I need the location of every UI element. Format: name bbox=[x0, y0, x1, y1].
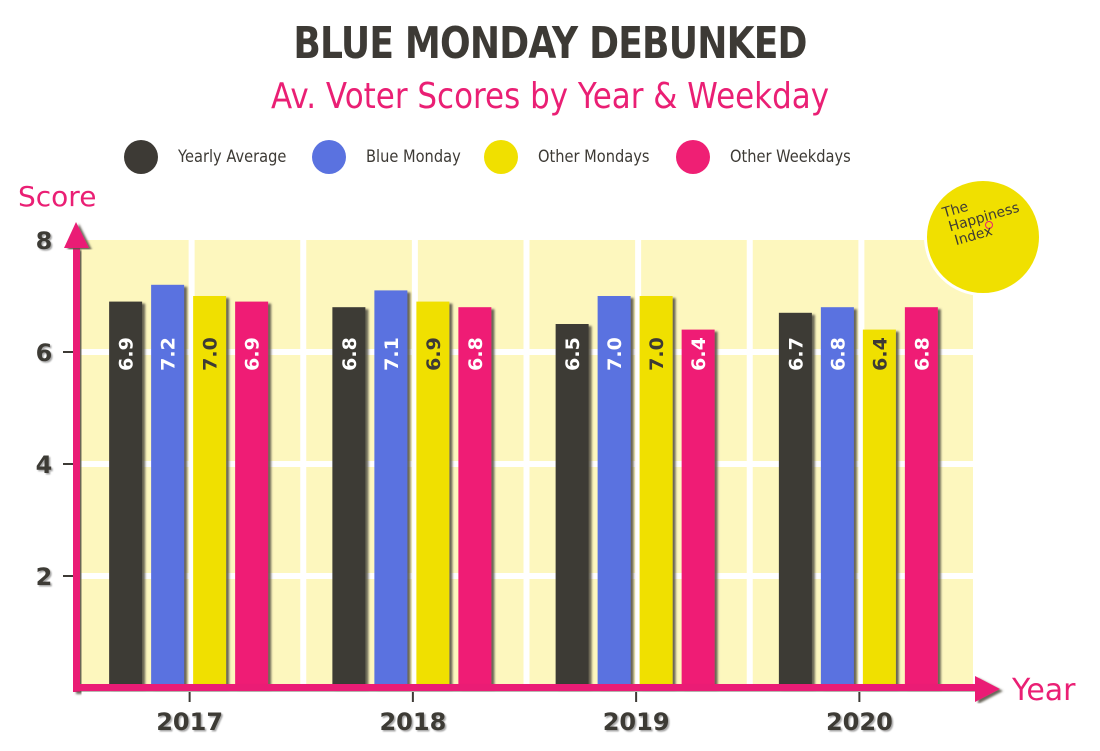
y-tick-label: 4 bbox=[36, 451, 53, 479]
data-label: 6.5 bbox=[562, 337, 584, 371]
bar-other-weekdays-2017 bbox=[235, 301, 269, 688]
x-axis-line bbox=[73, 684, 978, 691]
data-label: 7.1 bbox=[381, 337, 403, 371]
bar-blue-monday-2019 bbox=[597, 296, 631, 688]
y-tick-label: 8 bbox=[36, 227, 53, 255]
x-tick-label: 2019 bbox=[603, 708, 670, 736]
gridline-vertical bbox=[300, 240, 307, 688]
bar-other-weekdays-2019 bbox=[681, 329, 715, 688]
data-label: 6.8 bbox=[911, 337, 933, 371]
logo-dot-icon bbox=[985, 221, 993, 229]
bar-other-mondays-2020 bbox=[862, 329, 896, 688]
bar-yearly-average-2020 bbox=[778, 312, 812, 688]
x-axis-label: Year bbox=[1011, 673, 1076, 708]
x-axis-arrow-icon bbox=[975, 676, 1000, 702]
y-axis-label: Score bbox=[18, 180, 96, 213]
bar-other-weekdays-2018 bbox=[458, 307, 492, 688]
data-label: 7.2 bbox=[158, 337, 180, 371]
happiness-index-logo: The Happiness Index bbox=[924, 178, 1042, 296]
axes bbox=[64, 222, 1000, 702]
bar-yearly-average-2017 bbox=[109, 301, 143, 688]
legend-swatch bbox=[312, 140, 346, 174]
bar-yearly-average-2018 bbox=[332, 307, 366, 688]
gridline-vertical bbox=[188, 240, 195, 688]
legend-swatch bbox=[675, 140, 710, 174]
chart-subtitle: Av. Voter Scores by Year & Weekday bbox=[270, 76, 830, 117]
x-tick-label: 2018 bbox=[379, 708, 446, 736]
data-label: 6.8 bbox=[339, 337, 361, 371]
legend: Yearly Average Blue Monday Other Mondays… bbox=[124, 137, 892, 177]
legend-item-other-weekdays: Other Weekdays bbox=[675, 140, 870, 174]
logo-text: The Happiness Index bbox=[941, 186, 1025, 250]
y-ticks: 2 4 6 8 bbox=[36, 227, 73, 591]
y-tick-label: 6 bbox=[36, 339, 53, 367]
bar-other-mondays-2017 bbox=[193, 296, 227, 688]
data-label: 6.7 bbox=[785, 337, 807, 371]
y-tick-label: 2 bbox=[36, 563, 53, 591]
x-tick-label: 2017 bbox=[156, 708, 223, 736]
legend-item-blue-monday: Blue Monday bbox=[312, 140, 476, 174]
bar-yearly-average-2019 bbox=[555, 324, 589, 688]
gridline-vertical bbox=[523, 240, 530, 688]
legend-item-yearly-average: Yearly Average bbox=[124, 140, 304, 174]
y-axis-arrow-icon bbox=[64, 222, 89, 248]
gridline-vertical bbox=[858, 240, 865, 688]
legend-label: Other Mondays bbox=[538, 147, 650, 167]
bar-other-mondays-2018 bbox=[416, 301, 450, 688]
data-label: 6.4 bbox=[688, 337, 710, 371]
legend-swatch bbox=[484, 140, 519, 174]
chart-title: BLUE MONDAY DEBUNKED bbox=[293, 18, 807, 69]
data-label: 6.9 bbox=[242, 337, 264, 371]
gridline-vertical bbox=[411, 240, 418, 688]
bar-other-mondays-2019 bbox=[639, 296, 673, 688]
data-label: 7.0 bbox=[200, 337, 222, 371]
legend-item-other-mondays: Other Mondays bbox=[484, 140, 668, 174]
data-label: 6.9 bbox=[116, 337, 138, 371]
data-label: 7.0 bbox=[646, 337, 668, 371]
gridlines bbox=[80, 240, 973, 688]
x-tick-label: 2020 bbox=[826, 708, 893, 736]
gridline-vertical bbox=[635, 240, 642, 688]
y-axis-line bbox=[73, 248, 80, 692]
bar-blue-monday-2018 bbox=[374, 290, 408, 688]
bar-other-weekdays-2020 bbox=[904, 307, 938, 688]
legend-label: Blue Monday bbox=[366, 147, 461, 167]
gridline-vertical bbox=[746, 240, 753, 688]
x-ticks: 2017 2018 2019 2020 bbox=[156, 692, 893, 736]
legend-label: Yearly Average bbox=[178, 147, 287, 167]
legend-swatch bbox=[124, 140, 158, 174]
bars: 6.9 7.2 7.0 6.9 6.8 7.1 6.9 6.8 6.5 7.0 7.0 6.4 6.7 6… bbox=[109, 284, 938, 688]
data-label: 7.0 bbox=[604, 337, 626, 371]
data-label: 6.8 bbox=[465, 337, 487, 371]
data-label: 6.4 bbox=[869, 337, 891, 371]
data-label: 6.9 bbox=[423, 337, 445, 371]
bar-blue-monday-2017 bbox=[151, 284, 185, 688]
data-label: 6.8 bbox=[827, 337, 849, 371]
bar-blue-monday-2020 bbox=[820, 307, 854, 688]
legend-label: Other Weekdays bbox=[729, 147, 851, 167]
